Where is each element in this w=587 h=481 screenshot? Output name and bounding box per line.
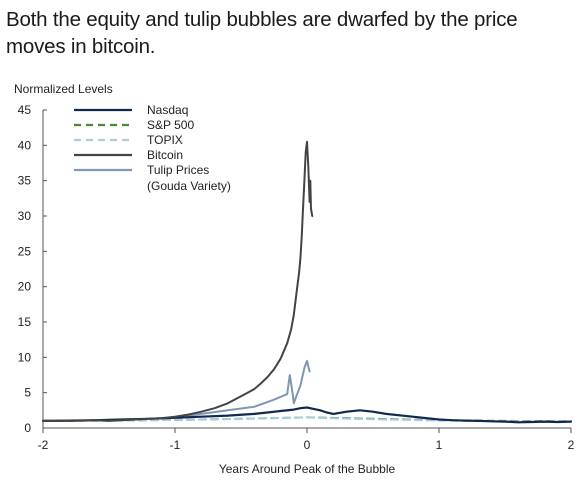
series-line-tulip-prices-gouda-variety [174, 359, 311, 419]
x-tick-label: 0 [304, 438, 311, 452]
legend-label-bitcoin: Bitcoin [147, 148, 183, 162]
x-tick-label: -2 [38, 438, 49, 452]
y-tick-label: 45 [18, 103, 32, 117]
x-axis-title: Years Around Peak of the Bubble [219, 462, 396, 476]
y-axis-title: Normalized Levels [14, 82, 113, 96]
y-tick-label: 5 [24, 386, 31, 400]
y-tick-label: 15 [18, 315, 32, 329]
legend-label-nasdaq: Nasdaq [147, 103, 188, 117]
series-line-nasdaq [41, 406, 573, 424]
y-tick-label: 25 [18, 244, 32, 258]
legend-label-topix: TOPIX [147, 133, 183, 147]
y-tick-label: 0 [24, 421, 31, 435]
legend-label-tulip-prices-gouda-variety: (Gouda Variety) [147, 179, 231, 193]
plot-area [41, 140, 573, 424]
x-tick-label: 2 [568, 438, 575, 452]
axes: 0 5 10 15 20 25 30 35 40 45 -2 -1 0 1 2 [18, 103, 575, 452]
y-tick-label: 30 [18, 209, 32, 223]
series-line-bitcoin [42, 140, 314, 422]
y-tick-label: 10 [18, 350, 32, 364]
y-tick-label: 20 [18, 280, 32, 294]
x-tick-label: -1 [170, 438, 181, 452]
x-tick-label: 1 [436, 438, 443, 452]
y-tick-label: 35 [18, 174, 32, 188]
chart-title: Both the equity and tulip bubbles are dw… [6, 8, 518, 58]
y-tick-label: 40 [18, 138, 32, 152]
legend-label-tulip-prices-gouda-variety: Tulip Prices [147, 163, 209, 177]
legend-label-s-p-500: S&P 500 [147, 118, 194, 132]
